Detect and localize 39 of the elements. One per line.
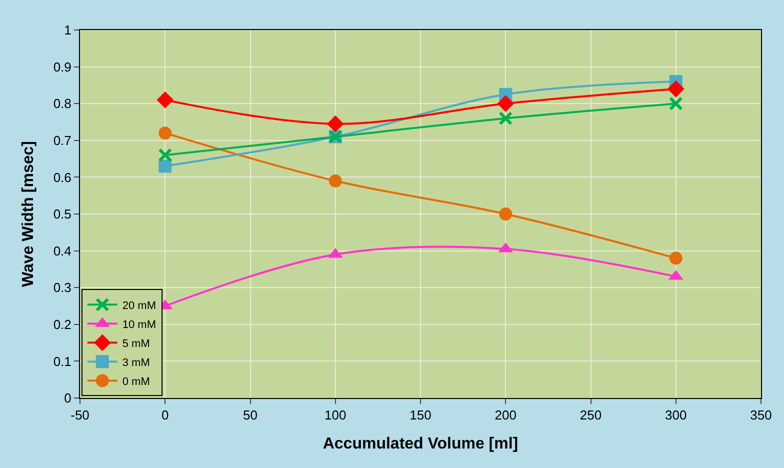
point [497,95,514,112]
y-tick-label: 0.2 [53,316,72,332]
y-tick-label: 0.9 [53,59,72,74]
x-tick-label: 350 [750,408,772,423]
point [158,148,172,162]
point [669,252,682,265]
y-axis-title: Wave Width [msec] [20,141,38,287]
point [156,91,174,108]
point [158,160,172,173]
y-tick-label: 1 [64,22,72,38]
x-tick-label: 100 [324,408,346,423]
legend-label: 3 mM [122,356,150,369]
point [667,80,684,98]
point [158,126,172,140]
y-tick-label: 0.8 [53,96,72,112]
y-tick-label: 0.7 [53,132,72,148]
point [498,111,513,126]
x-axis-title: Accumulated Volume [ml] [322,435,518,452]
y-tick-label: 0.5 [53,206,72,222]
y-tick-label: 0 [64,390,72,406]
legend-label: 0 mM [122,376,150,388]
x-tick-label: 250 [580,408,602,423]
x-tick-label: 0 [162,408,169,423]
point [668,96,683,111]
x-tick-label: 200 [494,408,516,423]
x-tick-label: -50 [70,408,90,423]
y-tick-label: 0.4 [53,243,72,258]
x-tick-label: 300 [665,408,687,423]
y-tick-label: 0.1 [53,354,72,369]
legend-label: 5 mM [122,338,150,350]
y-tick-label: 0.6 [53,170,72,185]
y-tick-label: 0.3 [53,280,72,296]
point [499,208,512,220]
legend-label: 20 mM [122,300,156,312]
point [326,115,344,132]
x-tick-label: 50 [243,408,258,423]
legend-label: 10 mM [122,318,156,331]
x-tick-label: 150 [410,408,432,423]
point [328,174,342,188]
